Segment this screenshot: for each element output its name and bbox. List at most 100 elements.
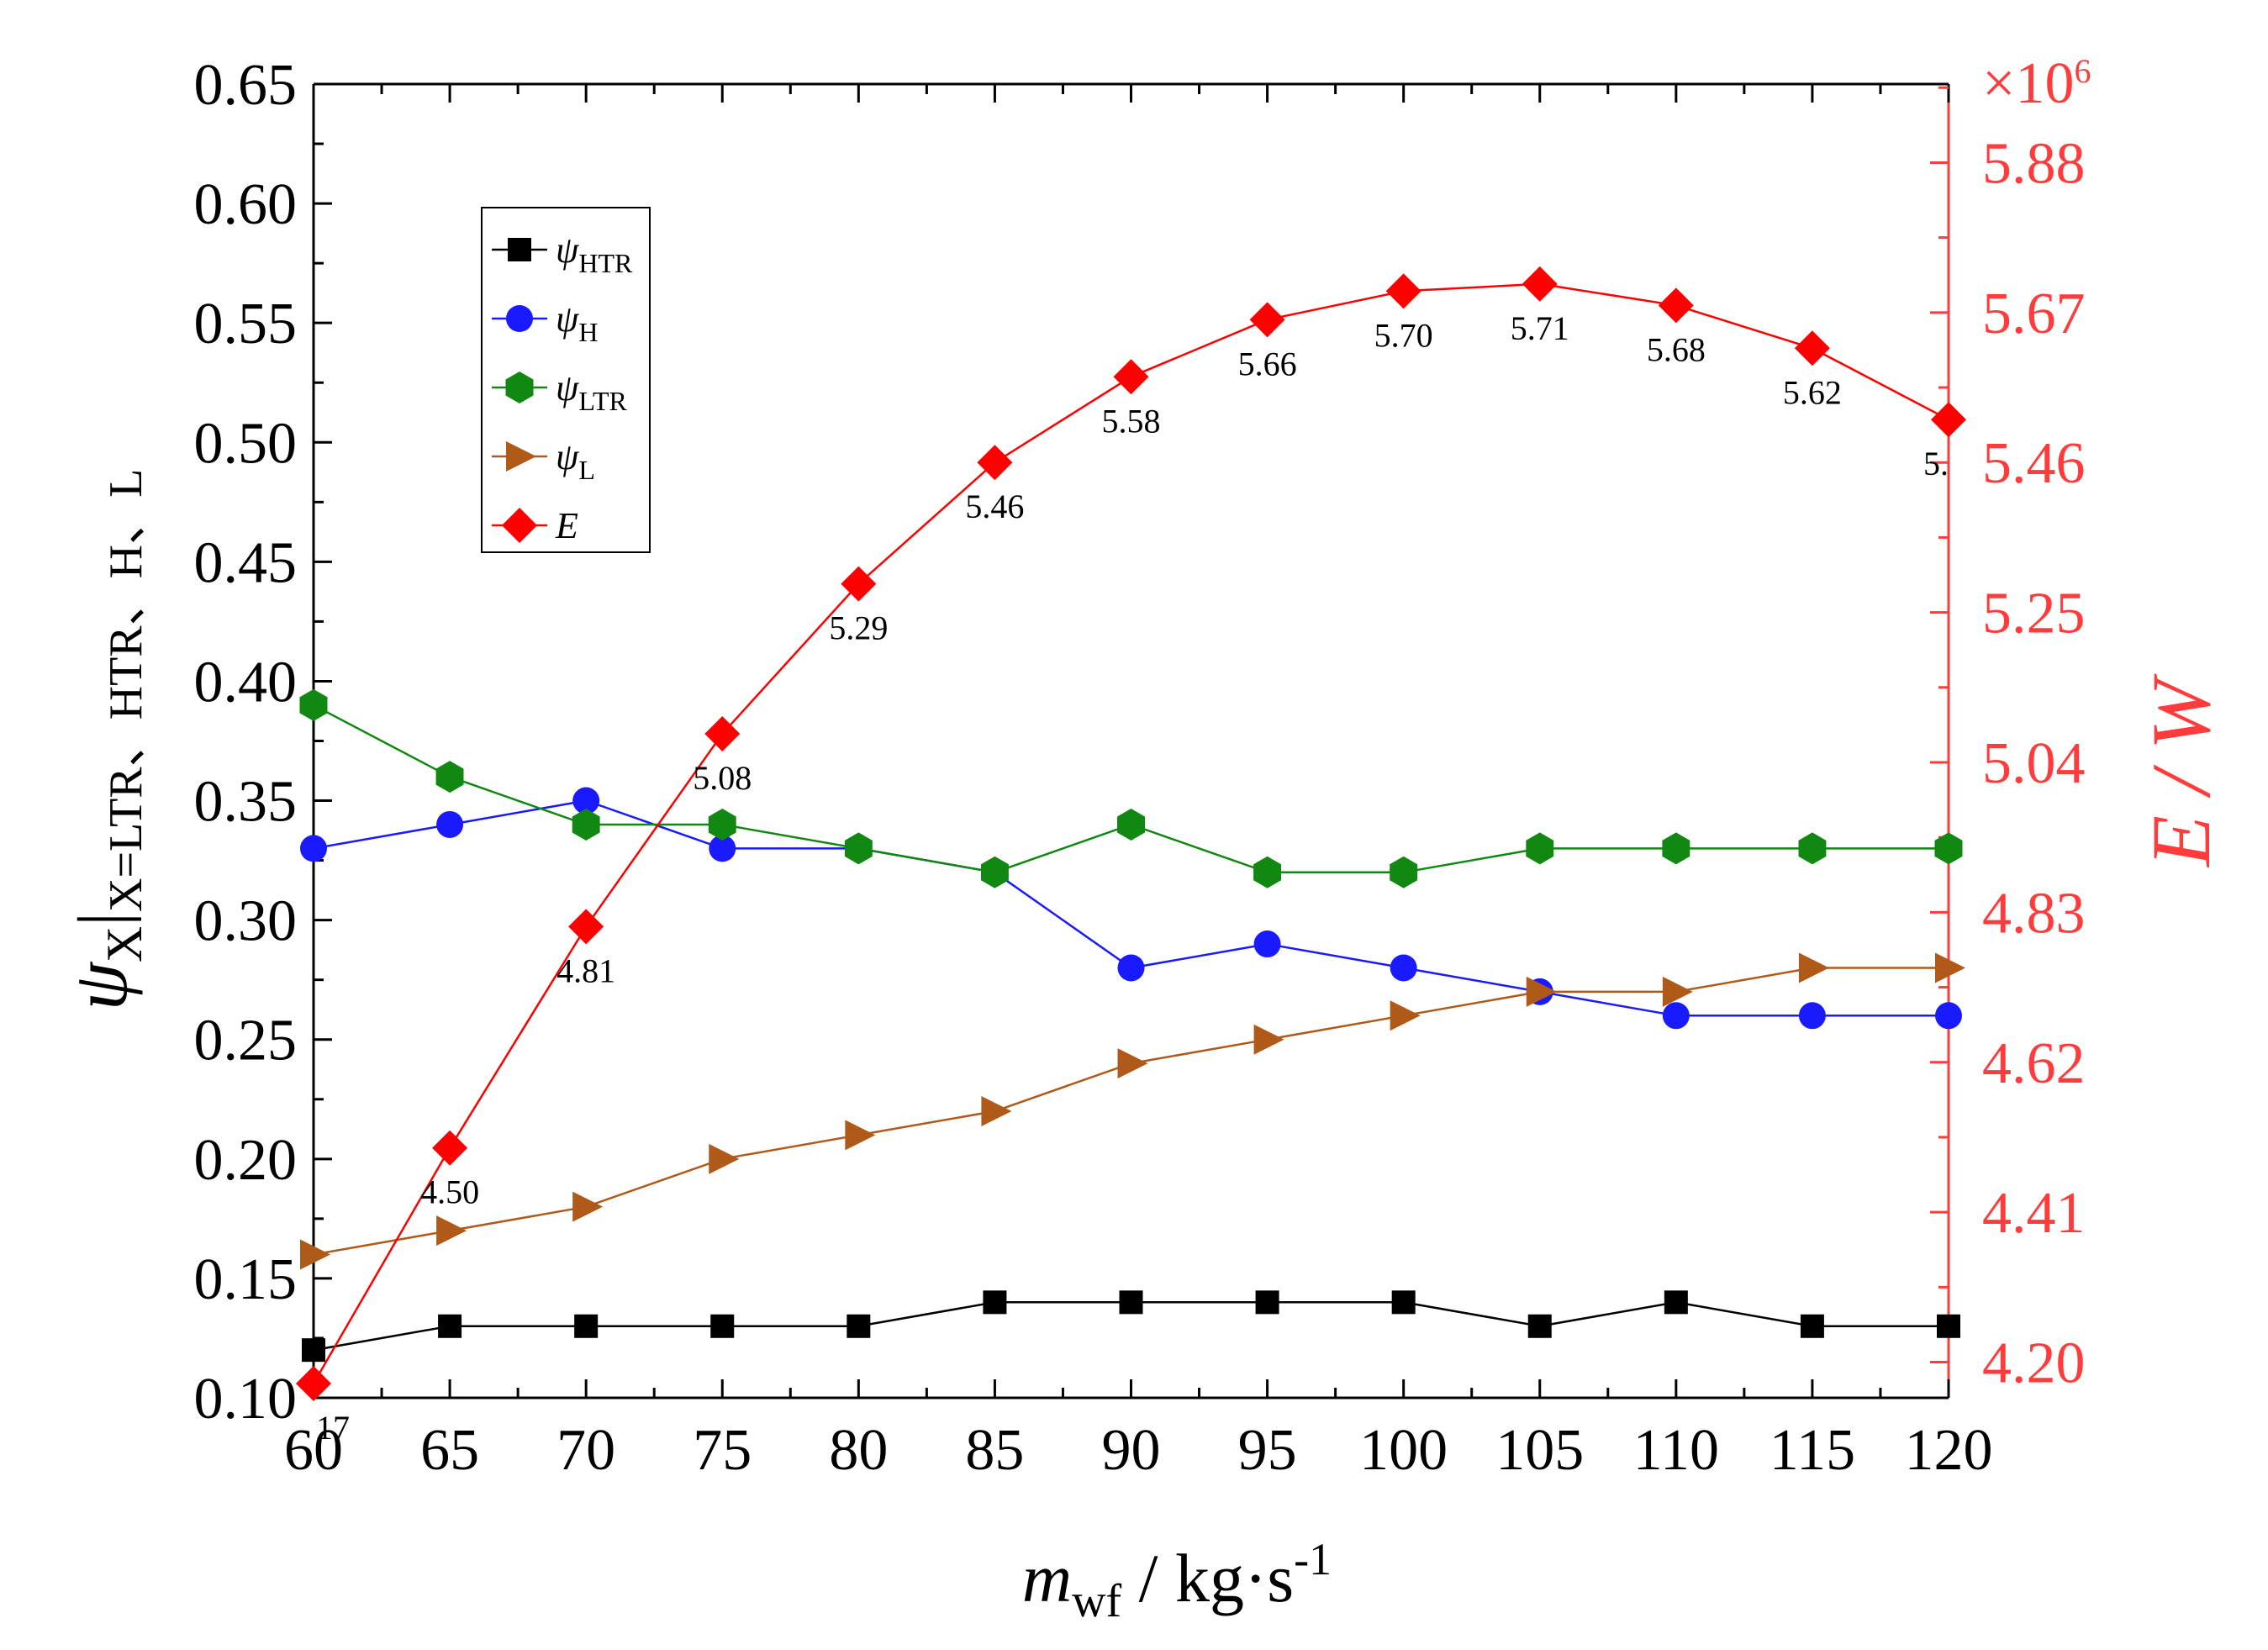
series-htr-point (574, 1314, 599, 1338)
right-y-tick-label: 5.67 (1982, 282, 2086, 346)
series-e-point (1931, 402, 1966, 438)
series-l-point (1935, 952, 1965, 983)
x-tick-label: 75 (693, 1418, 752, 1483)
series-e-point (1658, 287, 1694, 324)
series-ltr-line (313, 704, 1949, 874)
series-l-point (845, 1120, 876, 1151)
right-y-tick-label: 4.62 (1982, 1031, 2086, 1096)
e-data-label: 5.68 (1647, 330, 1706, 368)
series-h-point (300, 835, 327, 862)
series-e-point (568, 909, 604, 945)
series-e-point (1385, 273, 1421, 309)
series-l-point (436, 1215, 467, 1247)
series-h-point (436, 810, 464, 838)
left-y-tick-label: 0.45 (194, 530, 298, 595)
series-htr-point (847, 1314, 871, 1338)
series-e-point (1522, 266, 1558, 302)
e-data-label: 5.08 (693, 759, 752, 797)
x-tick-label: 60 (284, 1418, 343, 1483)
right-y-tick-label: 4.41 (1982, 1181, 2086, 1246)
series-htr-point (710, 1314, 735, 1338)
e-data-label: 5.58 (1102, 402, 1161, 440)
left-y-tick-label: 0.20 (194, 1128, 298, 1193)
right-y-tick-label: 4.20 (1982, 1331, 2086, 1396)
x-tick-label: 115 (1770, 1418, 1855, 1483)
left-y-tick-label: 0.25 (194, 1009, 298, 1073)
legend-l-label: ψL (556, 436, 595, 485)
e-data-label: 5.29 (829, 609, 888, 647)
series-l-point (1526, 976, 1557, 1007)
series-ltr-point (708, 809, 736, 841)
series-l-point (572, 1191, 604, 1222)
series-l-point (1662, 976, 1693, 1007)
series-ltr-point (981, 856, 1009, 888)
legend-e-marker (502, 508, 537, 543)
series-htr-point (983, 1290, 1007, 1315)
left-y-tick-label: 0.65 (194, 53, 298, 118)
series-e-point (296, 1366, 331, 1402)
x-tick-label: 65 (420, 1418, 479, 1483)
series-l-point (1117, 1048, 1148, 1079)
e-data-label: 5.46 (965, 488, 1024, 525)
series-l-point (981, 1095, 1012, 1126)
e-data-label: 4.81 (556, 952, 615, 989)
series-ltr-point (1390, 856, 1418, 888)
right-y-tick-label: 5.04 (1982, 731, 2086, 796)
series-l-point (1390, 1000, 1421, 1031)
left-y-tick-label: 0.15 (194, 1247, 298, 1312)
left-y-tick-label: 0.50 (194, 411, 298, 476)
left-y-tick-label: 0.60 (194, 172, 298, 237)
series-htr-point (438, 1314, 462, 1338)
series-ltr-point (572, 809, 600, 841)
series-h-point (709, 835, 736, 862)
left-y-tick-label: 0.40 (194, 650, 298, 714)
right-y-tick-label: 5.25 (1982, 582, 2086, 646)
x-tick-label: 100 (1359, 1418, 1448, 1483)
legend-ltr-marker (505, 372, 534, 403)
e-data-label: 5.66 (1238, 345, 1297, 382)
series-l-point (1798, 952, 1829, 983)
series-ltr-point (1253, 856, 1281, 888)
series-ltr-point (844, 832, 873, 865)
legend-htr-marker (508, 238, 531, 261)
x-tick-label: 85 (965, 1418, 1024, 1483)
e-data-label: 5.62 (1783, 373, 1842, 411)
right-y-tick-label: 4.83 (1982, 881, 2086, 946)
e-data-label: 4.50 (420, 1173, 479, 1211)
series-htr-point (1119, 1290, 1143, 1315)
series-h-point (1935, 1002, 1962, 1030)
series-h-point (1253, 930, 1281, 958)
series-ltr-point (1662, 832, 1690, 865)
series-htr-point (1937, 1314, 1960, 1338)
series-ltr-point (1798, 832, 1827, 865)
x-tick-label: 70 (556, 1418, 615, 1483)
series-ltr-point (1934, 832, 1963, 865)
legend-ltr-label: ψLTR (556, 367, 627, 416)
series-e-point (1794, 330, 1830, 366)
series-l-point (300, 1239, 330, 1270)
series-htr-point (1255, 1290, 1279, 1315)
series-ltr-point (299, 688, 328, 721)
e-data-label: 5.70 (1374, 316, 1433, 354)
series-e-point (1113, 359, 1149, 395)
x-tick-label: 110 (1633, 1418, 1719, 1483)
right-y-tick-label: 5.46 (1982, 431, 2086, 496)
series-h-point (1798, 1002, 1826, 1030)
e-data-label: 5.71 (1511, 309, 1569, 347)
x-tick-label: 105 (1495, 1418, 1584, 1483)
series-ltr-point (1526, 832, 1554, 865)
series-e-point (704, 716, 741, 752)
series-l-point (709, 1143, 740, 1174)
series-h-point (1662, 1002, 1690, 1030)
series-ltr-point (435, 761, 464, 793)
legend-e-label: E (555, 505, 578, 546)
left-y-tick-label: 0.10 (194, 1367, 298, 1431)
series-e-point (432, 1130, 468, 1166)
series-htr-point (1527, 1314, 1552, 1338)
legend-h-marker (506, 305, 533, 332)
series-htr-point (1391, 1290, 1416, 1315)
legend-l-marker (506, 441, 536, 472)
x-axis-title: mwf / kg·s-1 (1022, 1534, 1332, 1627)
legend-h-label: ψH (556, 298, 598, 347)
